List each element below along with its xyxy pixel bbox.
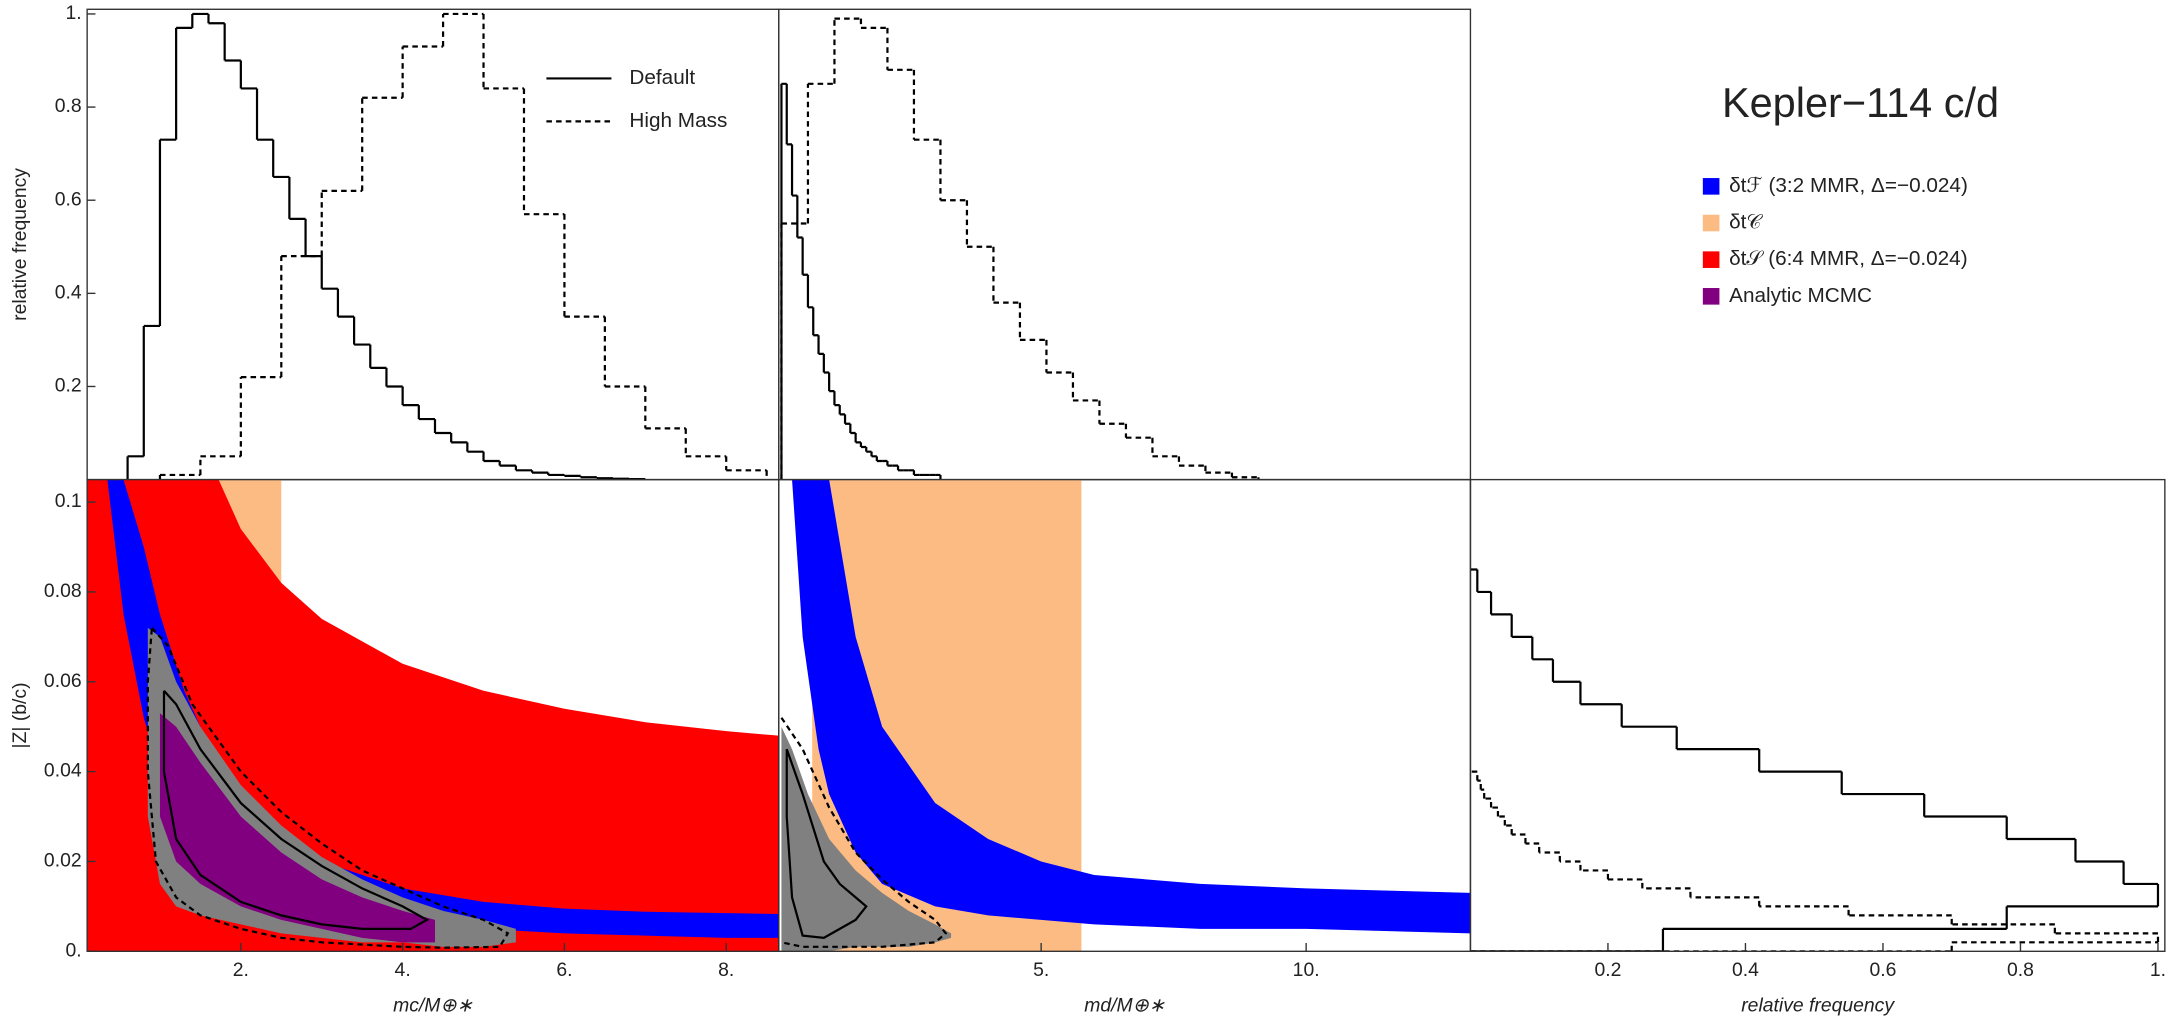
panel-frame (778, 8, 1472, 481)
y-tick-label: 0.6 (55, 188, 82, 210)
y-tick-label: 1. (65, 2, 81, 24)
legend-swatch (1702, 214, 1720, 232)
x-tick-label: 4. (395, 959, 411, 981)
panel (126, 12, 768, 480)
x-axis-label: mc/M⊕∗ (393, 995, 473, 1017)
panel (1470, 568, 2160, 952)
y-tick-label: 0.8 (55, 95, 82, 117)
x-tick-label: 5. (1033, 959, 1049, 981)
y-tick-label: 0.06 (44, 670, 82, 692)
x-tick-label: 2. (233, 959, 249, 981)
legend-label: Default (629, 66, 695, 89)
panel (780, 479, 1471, 952)
x-axis-label: relative frequency (1741, 995, 1895, 1017)
contour-line (785, 748, 868, 939)
legend-label: Analytic MCMC (1729, 284, 1872, 307)
legend-label: δt𝒞 (1729, 210, 1763, 233)
y-axis-label: |Z| (b/c) (9, 682, 31, 748)
legend-label: δt𝒮 (6:4 MMR, Δ=−0.024) (1729, 247, 1968, 270)
x-tick-label: 0.4 (1732, 959, 1759, 981)
legend-swatch (1702, 251, 1720, 268)
panel-frame (1469, 478, 2166, 953)
legend-label: High Mass (629, 109, 727, 132)
panel (87, 479, 779, 952)
x-axis-label: md/M⊕∗ (1084, 995, 1165, 1017)
y-tick-label: 0.04 (44, 760, 82, 782)
y-tick-label: 0.02 (44, 850, 82, 872)
x-tick-label: 8. (718, 959, 734, 981)
region-band (159, 713, 435, 943)
y-tick-label: 0.2 (55, 375, 82, 397)
x-tick-label: 0.8 (2007, 959, 2034, 981)
x-tick-label: 1. (2150, 959, 2166, 981)
y-tick-label: 0. (65, 939, 81, 961)
x-tick-label: 6. (556, 959, 572, 981)
legend-label: δtℱ (3:2 MMR, Δ=−0.024) (1729, 174, 1968, 197)
y-tick-label: 0.08 (44, 580, 82, 602)
legend-swatch (1702, 178, 1720, 195)
x-tick-label: 0.2 (1594, 959, 1621, 981)
panel (780, 17, 1260, 480)
x-tick-label: 0.6 (1869, 959, 1896, 981)
contour-line (162, 690, 430, 930)
contour-line (780, 717, 948, 948)
x-tick-label: 10. (1293, 959, 1320, 981)
legend-swatch (1702, 288, 1720, 305)
y-axis-label: relative frequency (9, 168, 31, 321)
contour-line (146, 627, 510, 949)
y-tick-label: 0.1 (55, 490, 82, 512)
y-tick-label: 0.4 (55, 281, 82, 303)
region-band (781, 726, 952, 952)
figure-title: Kepler−114 c/d (1722, 79, 1999, 126)
